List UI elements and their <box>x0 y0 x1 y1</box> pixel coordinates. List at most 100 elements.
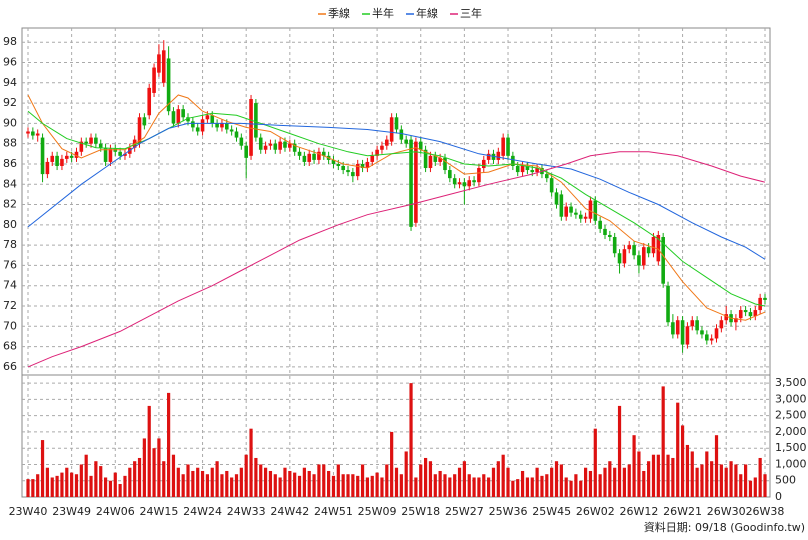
volume-bar <box>365 477 370 497</box>
volume-bar <box>443 474 447 497</box>
volume-bar <box>700 464 704 497</box>
volume-bar <box>176 467 180 497</box>
volume-bar <box>385 464 389 497</box>
candle-body <box>525 165 530 171</box>
candle-body <box>511 155 515 166</box>
candle-body <box>69 155 74 158</box>
y2-tick-label: 2,500 <box>775 409 807 422</box>
volume-bar <box>268 470 273 497</box>
candle-body <box>103 147 108 162</box>
volume-bar <box>167 392 171 497</box>
y-tick-label: 82 <box>3 198 17 211</box>
volume-bar <box>336 464 340 497</box>
candle-body <box>549 178 554 193</box>
candle-body <box>656 234 661 262</box>
volume-bar <box>404 451 408 497</box>
candle-body <box>467 180 472 187</box>
volume-bar <box>152 448 156 497</box>
candle-body <box>438 157 442 162</box>
candle-body <box>191 121 195 128</box>
candle-body <box>50 155 55 162</box>
volume-bar <box>171 454 176 497</box>
candle-body <box>705 334 709 341</box>
candle-body <box>637 255 641 266</box>
y-tick-label: 66 <box>3 360 17 373</box>
volume-bar <box>516 479 520 497</box>
volume-bar <box>758 457 762 497</box>
candle-body <box>748 312 753 317</box>
candle-body <box>181 109 185 118</box>
candle-body <box>171 111 176 124</box>
volume-bar <box>307 470 311 497</box>
volume-bar <box>351 474 355 497</box>
candle-body <box>477 168 481 183</box>
x-tick-label: 26W02 <box>576 505 615 518</box>
candle-body <box>612 237 617 254</box>
volume-bar <box>288 470 292 497</box>
candle-body <box>719 320 724 329</box>
candle-body <box>98 143 103 148</box>
volume-bar <box>525 477 530 497</box>
volume-bar <box>346 474 350 497</box>
candle-body <box>608 234 612 238</box>
candle-body <box>254 103 258 138</box>
candle-body <box>763 297 767 300</box>
candle-body <box>690 320 695 327</box>
volume-bar <box>666 454 670 497</box>
candle-body <box>457 182 462 185</box>
volume-bar <box>642 470 646 497</box>
candle-body <box>307 153 312 162</box>
volume-bar <box>724 467 728 497</box>
candle-body <box>588 200 593 219</box>
x-tick-label: 26W21 <box>663 505 702 518</box>
volume-bar <box>501 454 505 497</box>
candle-body <box>312 153 316 160</box>
candle-body <box>224 123 229 130</box>
x-tick-label: 24W24 <box>183 505 222 518</box>
volume-bar <box>293 472 297 497</box>
volume-bar <box>506 467 510 497</box>
candle-body <box>297 151 302 156</box>
volume-bar <box>540 475 544 497</box>
volume-bar <box>249 428 253 497</box>
candle-body <box>360 163 365 169</box>
candle-body <box>418 141 423 150</box>
ma-line <box>27 94 766 321</box>
candle-body <box>108 148 113 162</box>
y-tick-label: 94 <box>3 76 17 89</box>
volume-bar <box>60 472 64 497</box>
candle-body <box>627 245 632 250</box>
y-tick-label: 74 <box>3 279 17 292</box>
volume-bar <box>559 464 563 497</box>
volume-bar <box>123 475 127 497</box>
volume-bar <box>535 467 539 497</box>
legend-label: 年線 <box>416 6 438 20</box>
volume-bar <box>579 480 583 497</box>
volume-bar <box>520 470 525 497</box>
candle-body <box>724 314 729 321</box>
candle-body <box>283 141 287 148</box>
volume-bar <box>695 467 699 497</box>
candle-body <box>535 168 539 173</box>
candle-body <box>94 137 98 144</box>
candle-body <box>331 159 336 164</box>
volume-bar <box>142 438 146 497</box>
volume-bar <box>356 475 360 497</box>
candle-body <box>365 161 370 169</box>
candle-body <box>55 155 59 166</box>
volume-bar <box>79 464 83 497</box>
volume-bar <box>70 472 74 497</box>
volume-bar <box>103 477 108 497</box>
candle-body <box>60 158 64 166</box>
candle-body <box>598 220 602 229</box>
candle-body <box>680 320 685 345</box>
candle-body <box>234 131 239 138</box>
volume-bar <box>632 435 636 497</box>
ma-line <box>27 151 766 368</box>
volume-bar <box>147 405 151 497</box>
volume-bar <box>196 467 200 497</box>
volume-bar <box>133 461 137 497</box>
y-tick-label: 78 <box>3 238 17 251</box>
candle-body <box>700 330 704 335</box>
